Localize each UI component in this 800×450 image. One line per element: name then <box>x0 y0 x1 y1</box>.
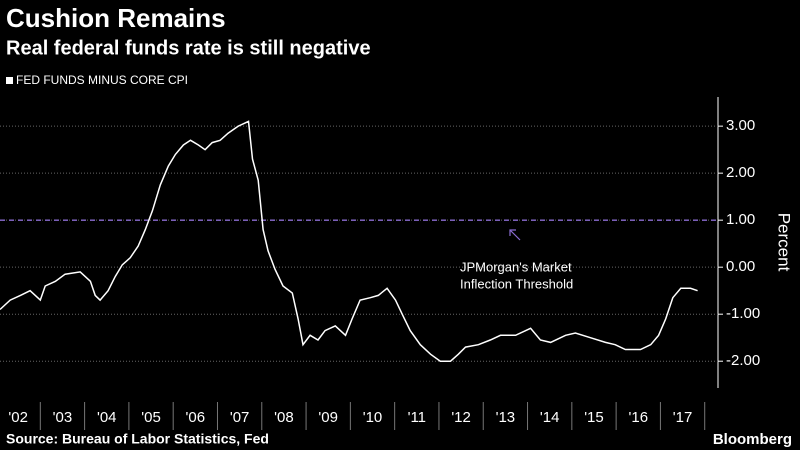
y-axis-label: Percent <box>775 213 794 272</box>
x-tick-label: '02 <box>8 409 28 426</box>
y-tick-label: 1.00 <box>726 211 755 228</box>
x-tick-label: '03 <box>53 409 73 426</box>
annotation-arrow-head <box>509 229 516 236</box>
x-tick-label: '06 <box>186 409 206 426</box>
annotation: Inflection Threshold <box>460 276 573 291</box>
chart-title: Cushion Remains <box>6 3 226 33</box>
brand: Bloomberg <box>713 431 792 448</box>
x-tick-label: '13 <box>496 409 516 426</box>
annotation: JPMorgan's Market <box>460 259 572 274</box>
y-tick-label: 0.00 <box>726 258 755 275</box>
chart-subtitle: Real federal funds rate is still negativ… <box>6 37 371 59</box>
x-tick-label: '16 <box>628 409 648 426</box>
legend-swatch <box>6 77 13 84</box>
x-tick-label: '11 <box>408 409 426 426</box>
x-tick-label: '09 <box>318 409 338 426</box>
y-tick-label: 3.00 <box>726 117 755 134</box>
x-tick-label: '17 <box>673 409 693 426</box>
y-tick-label: 2.00 <box>726 164 755 181</box>
x-tick-label: '15 <box>584 409 604 426</box>
annotation-arrow <box>509 229 521 241</box>
x-tick-label: '12 <box>451 409 471 426</box>
x-tick-label: '14 <box>540 409 560 426</box>
x-tick-label: '05 <box>141 409 161 426</box>
y-tick-label: -2.00 <box>726 352 760 369</box>
y-tick-label: -1.00 <box>726 305 760 322</box>
x-tick-label: '08 <box>274 409 294 426</box>
legend-label: FED FUNDS MINUS CORE CPI <box>16 73 188 87</box>
source: Source: Bureau of Labor Statistics, Fed <box>6 431 269 447</box>
x-tick-label: '07 <box>230 409 250 426</box>
x-tick-label: '04 <box>97 409 117 426</box>
x-tick-label: '10 <box>363 409 383 426</box>
line-series <box>0 120 698 362</box>
